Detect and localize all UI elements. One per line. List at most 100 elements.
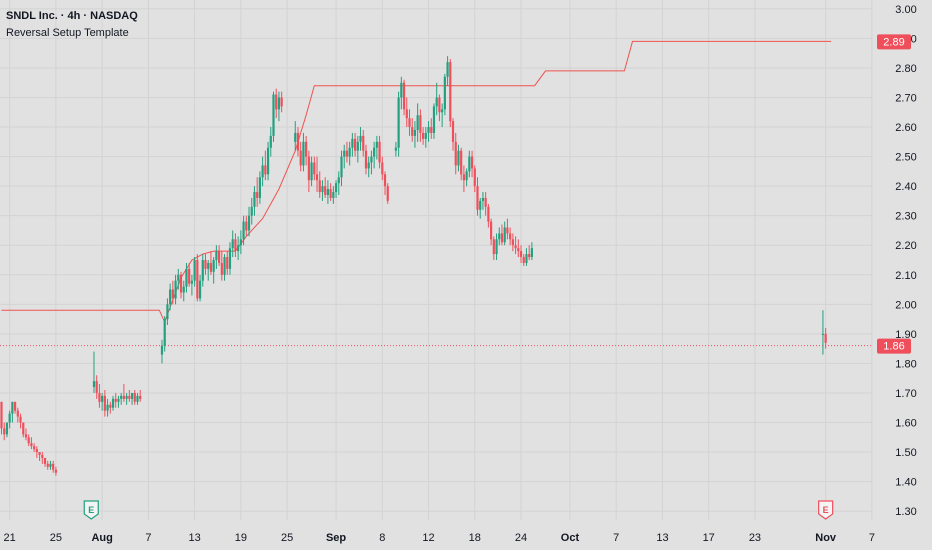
y-tick-label: 2.70 [895, 93, 916, 105]
candle-body [196, 260, 199, 299]
candle-body [245, 221, 248, 231]
candle-body [381, 162, 384, 175]
candle-body [419, 115, 422, 133]
candle-body [416, 115, 419, 130]
candle-body [190, 280, 193, 284]
candle-body [490, 221, 493, 240]
y-tick-label: 2.80 [895, 63, 916, 75]
candle-body [413, 130, 417, 136]
x-tick-label: 12 [422, 532, 434, 544]
candle-body [52, 463, 55, 470]
y-tick-label: 3.00 [895, 4, 916, 16]
candle-body [468, 156, 471, 172]
candle-body [14, 401, 17, 411]
candle-body [359, 135, 362, 142]
candle-body [261, 165, 264, 178]
candle-body [514, 245, 517, 249]
candle-body [370, 156, 373, 163]
candle-body [250, 206, 253, 216]
indicator-name[interactable]: Reversal Setup Template [6, 27, 129, 39]
earnings-marker-icon [83, 500, 99, 520]
time-axis[interactable]: 21 25 Aug 7 13 19 25 Sep 8 12 18 24 Oct 7 13 17 23 Nov 7 [4, 532, 875, 544]
y-tick-label: 1.30 [895, 506, 916, 518]
candle-body [479, 200, 482, 210]
candle-body [41, 455, 44, 458]
candle-body [473, 168, 476, 187]
candle-body [166, 304, 169, 320]
candle-body [345, 150, 349, 157]
y-tick-label: 1.40 [895, 477, 916, 489]
y-tick-label: 2.50 [895, 152, 916, 164]
y-tick-label: 2.30 [895, 211, 916, 223]
candle-body [522, 257, 525, 263]
candle-body [5, 422, 9, 435]
y-tick-label: 2.60 [895, 122, 916, 134]
candle-body [0, 401, 3, 429]
candle-body [329, 189, 332, 198]
candle-body [46, 463, 49, 467]
candle-body [305, 141, 308, 157]
x-tick-label: 7 [869, 532, 875, 544]
price-label: 2.89 [883, 36, 904, 48]
candle-body [373, 147, 376, 157]
y-tick-label: 1.60 [895, 418, 916, 430]
candle-body [334, 183, 338, 193]
candle-body [332, 192, 335, 198]
candle-body [405, 109, 408, 119]
candle-body [95, 381, 98, 393]
x-tick-label: 18 [469, 532, 481, 544]
candle-body [435, 97, 438, 107]
candle-body [136, 395, 139, 402]
candle-body [223, 257, 226, 275]
symbol-title[interactable]: SNDL Inc. · 4h · NASDAQ [6, 10, 138, 22]
candle-body [481, 197, 485, 201]
candle-body [234, 239, 237, 252]
candle-body [258, 177, 261, 198]
candle-body [220, 262, 223, 275]
candle-body [294, 132, 297, 142]
candle-body [519, 251, 523, 258]
candle-body [356, 141, 359, 151]
y-tick-label: 2.00 [895, 299, 916, 311]
candle-body [378, 141, 381, 163]
y-tick-label: 2.10 [895, 270, 916, 282]
candle-body [454, 141, 457, 166]
y-tick-label: 1.90 [895, 329, 916, 341]
x-tick-label: Aug [91, 532, 112, 544]
candle-body [495, 239, 498, 255]
candle-body [280, 97, 283, 107]
x-tick-label: 25 [50, 532, 62, 544]
candle-body [821, 333, 825, 335]
candle-body [506, 227, 509, 234]
candle-body [424, 132, 427, 139]
candle-body [484, 197, 487, 207]
candle-body [408, 118, 411, 128]
x-tick-label: 17 [703, 532, 715, 544]
candle-body [30, 443, 33, 447]
candle-body [362, 135, 365, 151]
x-tick-label: 23 [749, 532, 761, 544]
candle-body [340, 156, 343, 178]
price-label: 1.86 [883, 341, 904, 353]
candle-body [226, 257, 229, 269]
candle-body [120, 395, 123, 399]
candle-body [3, 428, 6, 435]
candle-body [465, 171, 468, 181]
price-axis[interactable]: 3.002.902.802.702.602.502.402.302.202.10… [895, 4, 916, 518]
candle-body [139, 395, 142, 399]
grid-lines [0, 0, 873, 520]
candle-body [438, 97, 441, 113]
candle-body [383, 174, 387, 187]
candle-body [179, 274, 183, 293]
candle-body [242, 221, 245, 240]
candle-body [117, 398, 120, 402]
y-tick-label: 2.20 [895, 240, 916, 252]
candle-body [498, 233, 501, 240]
candle-body [114, 398, 117, 402]
candle-body [35, 449, 38, 453]
candle-body [400, 82, 403, 98]
candle-body [209, 262, 213, 272]
candle-body [487, 206, 490, 222]
candle-body [231, 239, 234, 249]
